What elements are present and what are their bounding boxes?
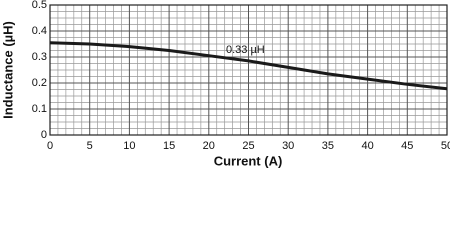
x-tick-label: 50 bbox=[441, 140, 450, 152]
x-tick-label: 25 bbox=[242, 140, 254, 152]
x-axis-title: Current (A) bbox=[214, 153, 283, 168]
plot-frame bbox=[49, 4, 448, 136]
x-tick-label: 35 bbox=[322, 140, 334, 152]
chart: Current (A) Inductance (µH) 0 5 10 15 20 25 30… bbox=[0, 0, 450, 168]
y-tick-label: 0.2 bbox=[32, 77, 47, 89]
y-tick-label: 0.3 bbox=[32, 51, 47, 63]
y-tick-label: 0.1 bbox=[32, 103, 47, 115]
x-tick-label: 40 bbox=[361, 140, 373, 152]
page: Current (A) Inductance (µH) 0 5 10 15 20 25 30… bbox=[0, 0, 450, 169]
y-tick-label: 0.4 bbox=[32, 25, 47, 37]
x-tick-label: 30 bbox=[282, 140, 294, 152]
y-tick-label: 0.5 bbox=[32, 0, 47, 11]
x-tick-label: 20 bbox=[203, 140, 215, 152]
data-line bbox=[49, 41, 448, 91]
x-tick-label: 10 bbox=[123, 140, 135, 152]
y-axis-title: Inductance (µH) bbox=[0, 21, 15, 119]
annotation: 0.33 µH bbox=[226, 44, 265, 56]
x-tick-label: 5 bbox=[87, 140, 93, 152]
x-tick-label: 15 bbox=[163, 140, 175, 152]
x-tick-label: 45 bbox=[401, 140, 413, 152]
y-tick-label: 0 bbox=[41, 129, 47, 141]
x-tick-label: 0 bbox=[47, 140, 53, 152]
